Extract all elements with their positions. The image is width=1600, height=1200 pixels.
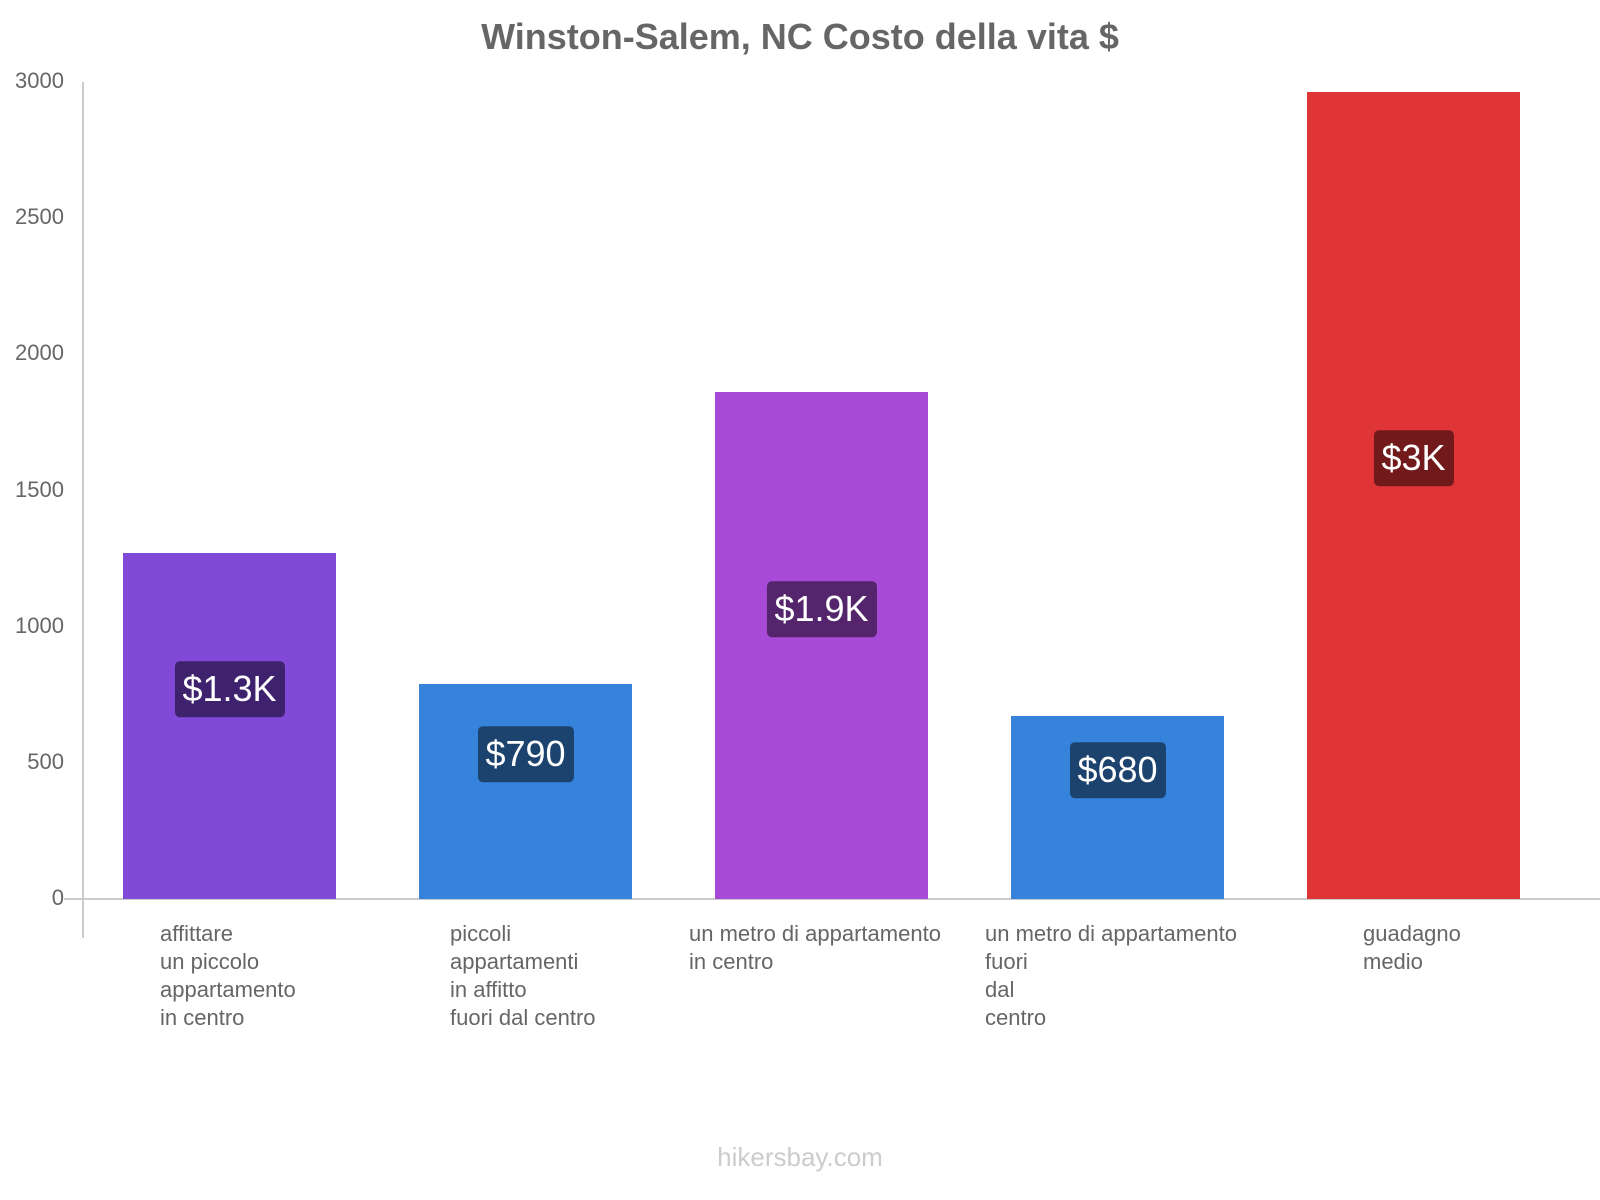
y-tick-label: 3000 (15, 68, 64, 93)
bar-value-label: $790 (477, 726, 574, 782)
bar-value-label: $1.9K (766, 581, 877, 637)
bar (715, 391, 928, 899)
x-category-label-line: fuori dal centro (450, 1005, 596, 1030)
x-category-label-line: guadagno (1363, 921, 1461, 946)
y-tick-label: 0 (51, 885, 64, 910)
bar-value-label: $1.3K (174, 661, 285, 717)
x-category-label-line: un metro di appartamento (689, 921, 941, 946)
x-category-label-line: in centro (689, 949, 774, 974)
bar (123, 553, 336, 899)
bar-value-label: $3K (1373, 430, 1454, 486)
bar-value-label: $680 (1069, 742, 1166, 798)
x-category-label-line: dal (985, 977, 1015, 1002)
x-category-label-line: in centro (160, 1005, 245, 1030)
x-category-label-line: fuori (985, 949, 1028, 974)
x-category-label: guadagno medio (1363, 920, 1461, 976)
y-tick-label: 2500 (15, 204, 64, 230)
y-tick-label: 1500 (15, 476, 64, 502)
x-category-label-line: un piccolo (160, 949, 260, 974)
bar (419, 683, 632, 899)
watermark: hikersbay.com (717, 1142, 883, 1172)
y-tick-label: 500 (27, 748, 64, 774)
x-category-label-line: appartamento (160, 977, 296, 1002)
x-category-label-line: un metro di appartamento (985, 921, 1237, 946)
x-category-label: un metro di appartamento fuori dal centro (985, 920, 1237, 1032)
y-axis-line (82, 82, 84, 938)
x-category-label: piccoli appartamenti in affitto fuori dal c… (450, 920, 596, 1032)
x-category-label: un metro di appartamento in centro (689, 920, 941, 976)
x-category-label-line: centro (985, 1005, 1047, 1030)
y-tick-label: 1000 (15, 612, 64, 638)
x-axis-line (64, 898, 1600, 900)
x-category-label-line: piccoli (450, 921, 512, 946)
y-tick-label: 2000 (15, 340, 64, 366)
bar (1307, 92, 1520, 899)
x-category-label-line: appartamenti (450, 949, 579, 974)
x-category-label-line: in affitto (450, 977, 527, 1002)
chart-title: Winston-Salem, NC Costo della vita $ (481, 16, 1119, 57)
x-category-label: affittare un piccolo appartamento in centro (160, 920, 296, 1032)
x-category-label-line: medio (1363, 949, 1423, 974)
x-category-label-line: affittare (160, 921, 233, 946)
